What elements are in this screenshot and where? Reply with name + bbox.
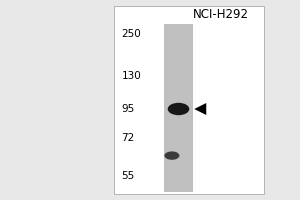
FancyBboxPatch shape	[114, 6, 264, 194]
Polygon shape	[194, 103, 206, 115]
Text: 130: 130	[122, 71, 141, 81]
Text: 55: 55	[122, 171, 135, 181]
Text: 72: 72	[122, 133, 135, 143]
FancyBboxPatch shape	[164, 24, 193, 192]
Text: NCI-H292: NCI-H292	[193, 8, 249, 21]
Text: 95: 95	[122, 104, 135, 114]
Ellipse shape	[168, 103, 189, 115]
Ellipse shape	[164, 151, 179, 160]
Text: 250: 250	[122, 29, 141, 39]
